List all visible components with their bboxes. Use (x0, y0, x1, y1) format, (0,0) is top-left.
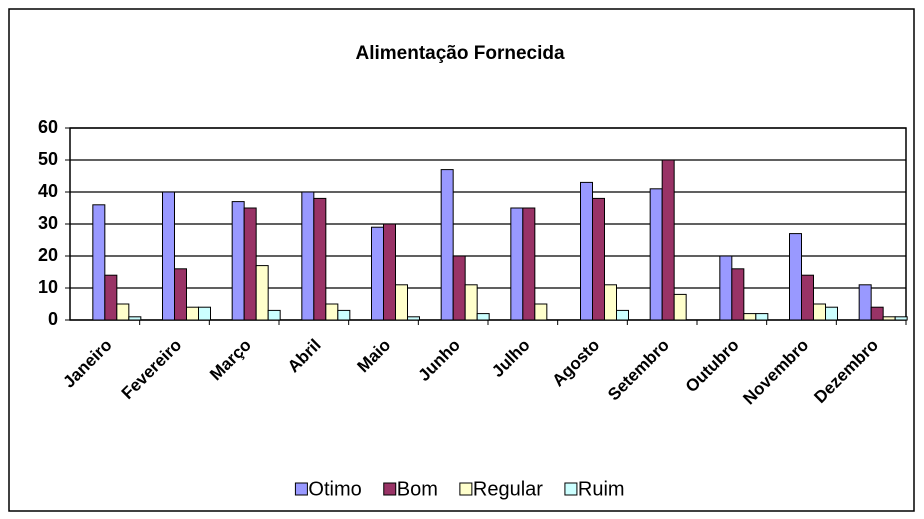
bar (719, 255, 733, 321)
bar (858, 284, 872, 321)
y-tick-label: 50 (38, 149, 58, 169)
bar (522, 207, 536, 321)
bar (301, 191, 315, 321)
bar (825, 306, 838, 321)
legend-label: Ruim (578, 478, 625, 500)
bar (116, 303, 130, 321)
bar (162, 191, 175, 321)
y-tick-label: 40 (38, 181, 58, 201)
bar (104, 274, 118, 321)
bar (452, 255, 466, 321)
bar (592, 197, 605, 321)
legend-swatch (383, 482, 397, 496)
bar (789, 233, 802, 321)
legend: Otimo Bom Regular Ruim (294, 478, 625, 500)
legend-swatch (459, 482, 473, 496)
bar (649, 188, 663, 321)
bar (604, 284, 617, 321)
bar (813, 303, 826, 321)
bar (755, 313, 769, 321)
y-tick-label: 20 (38, 245, 58, 265)
bar (128, 316, 142, 321)
bar (673, 293, 687, 321)
bar (731, 268, 745, 321)
bar (255, 265, 269, 321)
bar (894, 316, 908, 321)
bar (325, 303, 339, 321)
bar (743, 313, 757, 321)
y-tick-label: 30 (38, 213, 58, 233)
bar (383, 223, 396, 321)
bar (882, 316, 896, 321)
bar (580, 181, 593, 321)
bar (440, 169, 454, 321)
bar (661, 159, 675, 321)
bar (476, 313, 490, 321)
bar (186, 306, 199, 321)
legend-label: Bom (397, 478, 438, 500)
chart-title: Alimentação Fornecida (355, 43, 564, 64)
bar (198, 306, 211, 321)
bar (231, 201, 245, 321)
legend-label: Otimo (308, 478, 361, 500)
bar (464, 284, 478, 321)
bar (337, 309, 351, 321)
bar (407, 316, 420, 321)
legend-swatch (294, 482, 308, 496)
bar (870, 306, 884, 321)
legend-label: Regular (473, 478, 543, 500)
y-tick-label: 10 (38, 277, 58, 297)
bar (243, 207, 257, 321)
bar (616, 309, 629, 321)
bar (510, 207, 524, 321)
bar (174, 268, 187, 321)
bar (395, 284, 408, 321)
bar (371, 226, 384, 321)
y-tick-label: 60 (38, 117, 58, 137)
bar (92, 204, 106, 321)
y-tick-label: 0 (48, 309, 58, 329)
bar (313, 197, 327, 321)
legend-swatch (564, 482, 578, 496)
bar (267, 309, 281, 321)
bar (801, 274, 814, 321)
bar (534, 303, 548, 321)
